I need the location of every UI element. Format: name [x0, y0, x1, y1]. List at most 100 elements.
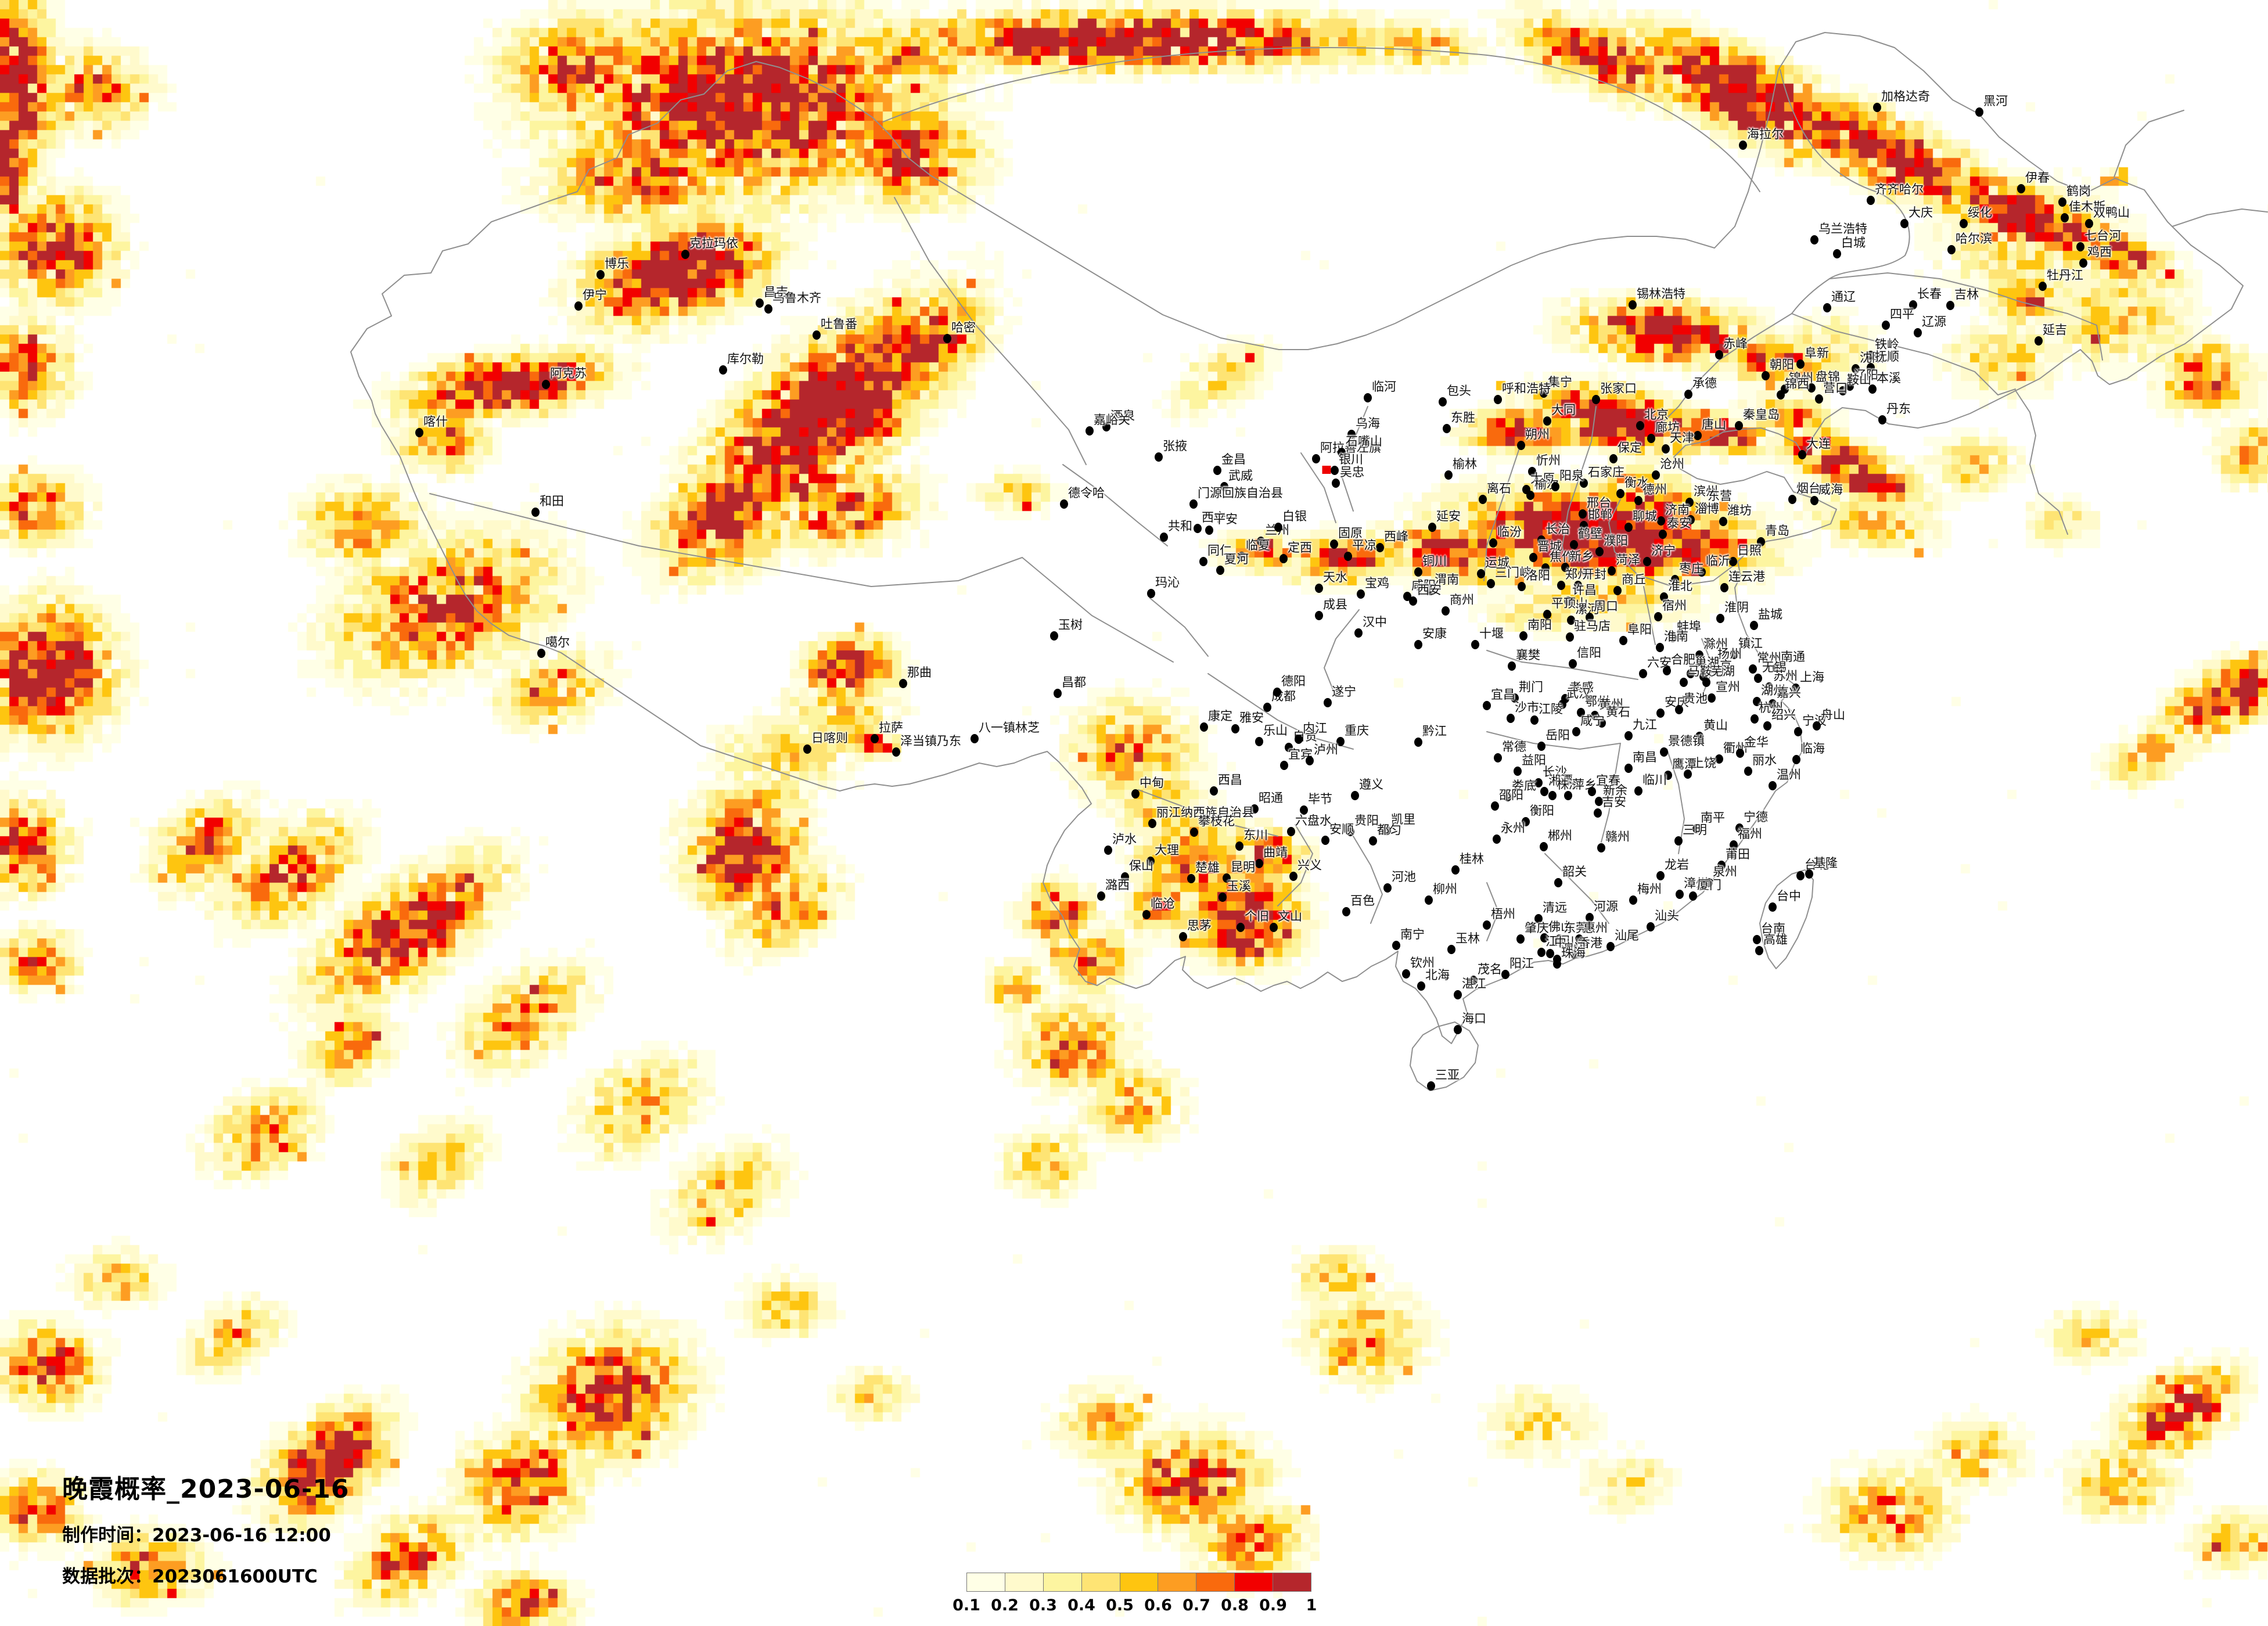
city-label: 德阳 — [1281, 674, 1306, 688]
city-dot — [574, 301, 583, 311]
city-label: 江陵 — [1539, 702, 1563, 716]
city-label: 惠州 — [1583, 921, 1608, 935]
city-dot — [1709, 660, 1717, 670]
city-dot — [1199, 557, 1207, 566]
city-dot — [1237, 923, 1245, 932]
city-label: 保定 — [1618, 441, 1642, 455]
city-label: 株洲 — [1557, 778, 1581, 792]
sichuan-border — [1138, 609, 1360, 837]
city-label: 开封 — [1582, 567, 1606, 581]
taiwan-island-outline — [1759, 869, 1814, 969]
city-label: 乌鲁木齐 — [772, 291, 821, 305]
city-label: 重庆 — [1345, 724, 1369, 738]
made-time-value: 2023-06-16 12:00 — [152, 1525, 331, 1546]
city-dot — [1501, 970, 1509, 979]
city-dot — [1580, 479, 1588, 488]
city-label: 忻州 — [1536, 454, 1561, 467]
city-dot — [1634, 786, 1642, 796]
city-dot — [1572, 727, 1580, 736]
city-label: 娄底 — [1512, 779, 1536, 793]
city-dot — [1546, 949, 1554, 958]
city-dot — [756, 298, 764, 308]
city-label: 清远 — [1543, 901, 1567, 915]
city-label: 玉溪 — [1227, 879, 1251, 893]
city-label: 吉林 — [1954, 287, 1979, 301]
city-dot — [1574, 581, 1582, 590]
city-label: 台中 — [1777, 889, 1801, 903]
city-dot — [1570, 949, 1578, 959]
city-dot — [1557, 581, 1565, 590]
legend-tick-label: 1 — [1306, 1596, 1317, 1614]
city-dot — [1792, 684, 1800, 693]
city-dot — [681, 250, 689, 259]
city-dot — [1516, 934, 1525, 944]
city-dot — [1160, 533, 1168, 542]
city-dot — [1643, 557, 1651, 566]
city-label: 抚顺 — [1875, 350, 1899, 364]
city-dot — [1744, 767, 1752, 776]
city-label: 韶关 — [1562, 865, 1587, 879]
city-label: 黄山 — [1703, 718, 1728, 732]
city-label: 南平 — [1701, 811, 1725, 825]
city-label: 上饶 — [1692, 756, 1716, 770]
city-dot — [531, 508, 540, 517]
city-dot — [1716, 614, 1724, 623]
city-label: 朝阳 — [1770, 358, 1794, 372]
city-label: 丽江纳西族自治县 — [1156, 805, 1254, 819]
city-label: 白银 — [1282, 509, 1307, 523]
city-label: 蚌埠 — [1677, 620, 1701, 634]
city-dot — [1548, 791, 1557, 800]
city-label: 博乐 — [605, 257, 629, 271]
city-dot — [1511, 693, 1519, 703]
city-label: 泽当镇乃东 — [900, 734, 961, 748]
city-dot — [1257, 537, 1265, 546]
legend-color-bar — [966, 1573, 1311, 1592]
city-dot — [1454, 1025, 1462, 1034]
city-label: 梅州 — [1637, 882, 1662, 896]
city-dot — [1444, 470, 1453, 480]
city-label: 北海 — [1425, 968, 1450, 982]
city-dot — [1788, 495, 1796, 504]
city-label: 长沙 — [1543, 765, 1567, 779]
city-label: 楚雄 — [1195, 861, 1220, 875]
city-label: 阜阳 — [1627, 623, 1652, 636]
city-label: 枣庄 — [1679, 562, 1703, 575]
legend-swatch — [967, 1573, 1005, 1591]
city-dot — [1597, 843, 1605, 852]
city-dot — [1684, 390, 1692, 399]
city-dot — [1517, 441, 1525, 450]
city-label: 太原 — [1530, 472, 1555, 485]
city-label: 江门 — [1545, 934, 1570, 948]
city-dot — [1235, 841, 1243, 851]
city-label: 莆田 — [1726, 847, 1750, 861]
city-label: 南通 — [1781, 650, 1805, 664]
city-dot — [1146, 857, 1155, 866]
city-dot — [1613, 586, 1622, 595]
city-dot — [1540, 787, 1548, 796]
city-dot — [1369, 836, 1377, 846]
city-label: 雅安 — [1239, 711, 1264, 725]
city-dot — [1279, 554, 1288, 563]
city-label: 通辽 — [1831, 290, 1856, 304]
city-dot — [1639, 669, 1647, 678]
city-dot — [1660, 747, 1668, 757]
city-dot — [1541, 563, 1550, 573]
city-label: 舟山 — [1821, 708, 1845, 722]
city-dot — [2061, 213, 2069, 222]
city-dot — [1588, 787, 1596, 796]
city-dot — [1692, 824, 1701, 833]
city-dot — [1698, 567, 1706, 577]
city-dot — [1595, 797, 1603, 806]
city-label: 钦州 — [1410, 956, 1435, 970]
city-dot — [2035, 336, 2043, 346]
city-dot — [1454, 990, 1462, 999]
city-label: 柳州 — [1433, 882, 1457, 896]
city-dot — [1769, 699, 1777, 708]
city-dot — [1616, 489, 1624, 498]
city-dot — [1402, 969, 1410, 979]
city-label: 兴义 — [1297, 858, 1322, 872]
city-label: 保山 — [1129, 859, 1153, 873]
city-label: 湘潭 — [1548, 774, 1573, 787]
city-label: 苏州 — [1773, 669, 1798, 683]
city-dot — [596, 270, 605, 279]
